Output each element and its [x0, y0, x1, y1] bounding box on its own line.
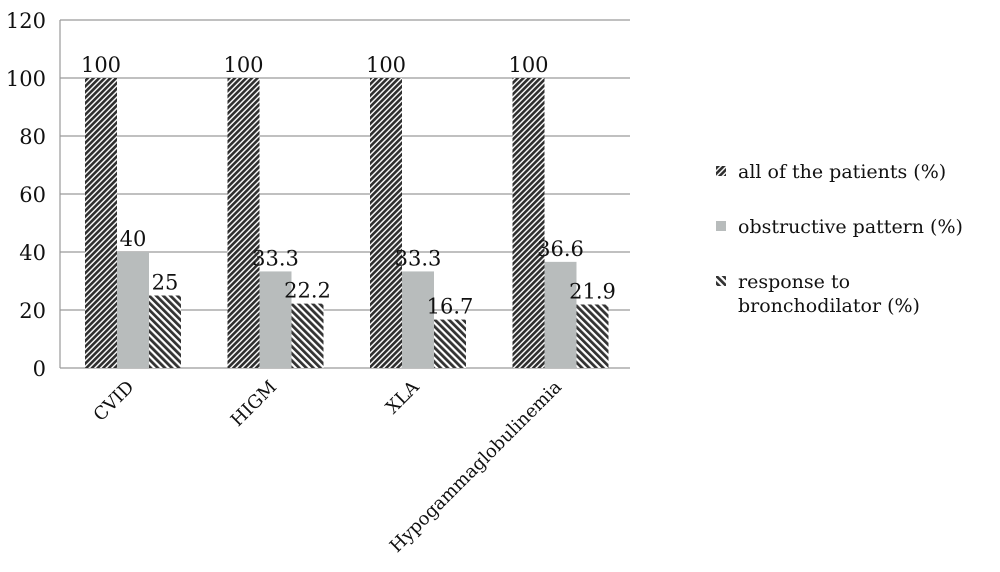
data-label: 16.7	[427, 295, 474, 319]
legend-swatch	[716, 221, 726, 231]
bar	[434, 319, 466, 368]
y-tick-label: 20	[19, 299, 46, 323]
data-label: 33.3	[395, 246, 442, 270]
bar	[85, 78, 117, 368]
legend: all of the patients (%) obstructive patte…	[716, 161, 963, 317]
x-tick-label: XLA	[382, 376, 424, 418]
bar	[259, 271, 292, 368]
legend-label: bronchodilator (%)	[738, 295, 920, 317]
bar	[117, 252, 149, 368]
y-tick-label: 60	[19, 183, 46, 207]
bar	[576, 304, 609, 368]
y-tick-label: 80	[19, 125, 46, 149]
legend-label: obstructive pattern (%)	[738, 216, 963, 238]
legend-label: response to	[738, 271, 850, 293]
legend-swatch	[716, 276, 726, 286]
data-label: 21.9	[569, 279, 616, 303]
x-tick-label: CVID	[90, 377, 139, 426]
data-label: 33.3	[252, 246, 299, 270]
data-label: 100	[223, 53, 263, 77]
data-label: 25	[152, 271, 179, 295]
y-tick-label: 100	[6, 67, 46, 91]
y-tick-label: 40	[19, 241, 46, 265]
bar	[512, 78, 545, 368]
bar	[227, 78, 260, 368]
bar	[370, 78, 402, 368]
data-label: 100	[81, 53, 121, 77]
legend-swatch	[716, 166, 726, 176]
bar	[291, 303, 324, 368]
data-label: 22.2	[284, 279, 331, 303]
bar	[402, 271, 434, 368]
legend-label: all of the patients (%)	[738, 161, 946, 183]
y-tick-label: 120	[6, 9, 46, 33]
data-label: 40	[120, 227, 147, 251]
bar	[149, 295, 181, 368]
data-label: 100	[366, 53, 406, 77]
y-axis: 0 20 40 60 80 100 120	[6, 9, 61, 381]
bars	[85, 78, 609, 368]
y-tick-label: 0	[33, 357, 46, 381]
data-label: 100	[508, 53, 548, 77]
data-label: 36.6	[537, 237, 584, 261]
x-tick-label: HIGM	[227, 377, 281, 431]
x-tick-label: Hypogammaglobulinemia	[386, 377, 566, 557]
bar	[544, 261, 577, 368]
